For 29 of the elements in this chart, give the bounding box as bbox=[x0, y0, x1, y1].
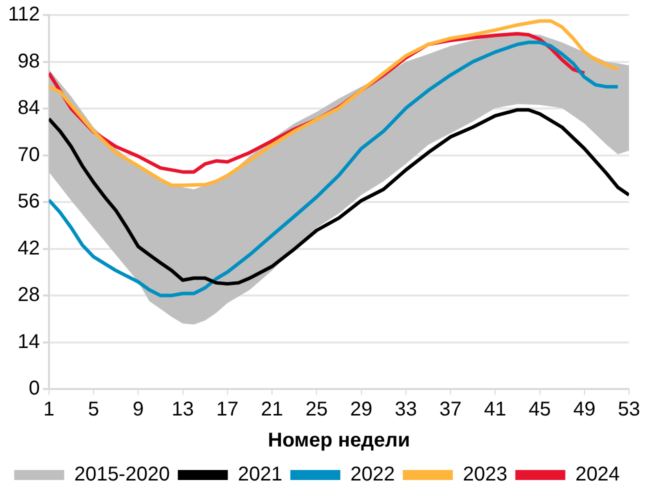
x-tick-label: 41 bbox=[484, 398, 506, 421]
x-tick-label: 53 bbox=[618, 398, 640, 421]
y-tick-label: 98 bbox=[18, 50, 40, 72]
legend-label: 2022 bbox=[350, 464, 395, 486]
legend-label: 2015-2020 bbox=[74, 464, 170, 486]
y-tick-label: 84 bbox=[18, 97, 40, 120]
y-tick-label: 42 bbox=[18, 237, 40, 260]
x-tick-label: 5 bbox=[88, 398, 100, 421]
y-tick-label: 70 bbox=[18, 144, 40, 166]
x-tick-label: 33 bbox=[394, 398, 418, 421]
x-axis-title: Номер недели bbox=[268, 430, 410, 452]
x-tick-label: 1 bbox=[43, 398, 54, 421]
legend-label: 2024 bbox=[575, 464, 620, 486]
x-tick-label: 37 bbox=[439, 398, 462, 421]
x-tick-label: 29 bbox=[350, 398, 372, 421]
y-tick-label: 56 bbox=[18, 190, 40, 213]
y-tick-label: 0 bbox=[28, 378, 40, 400]
y-tick-label: 28 bbox=[18, 284, 40, 306]
x-tick-label: 9 bbox=[132, 398, 144, 421]
x-tick-label: 45 bbox=[528, 398, 551, 421]
y-tick-label: 112 bbox=[8, 4, 40, 26]
legend-label: 2023 bbox=[462, 464, 508, 486]
x-tick-label: 13 bbox=[172, 398, 194, 421]
x-tick-label: 17 bbox=[216, 398, 239, 421]
x-tick-label: 21 bbox=[260, 398, 284, 421]
y-tick-label: 14 bbox=[18, 330, 40, 353]
x-tick-label: 25 bbox=[306, 398, 328, 421]
legend-label: 2021 bbox=[238, 464, 282, 486]
x-tick-label: 49 bbox=[573, 398, 596, 421]
